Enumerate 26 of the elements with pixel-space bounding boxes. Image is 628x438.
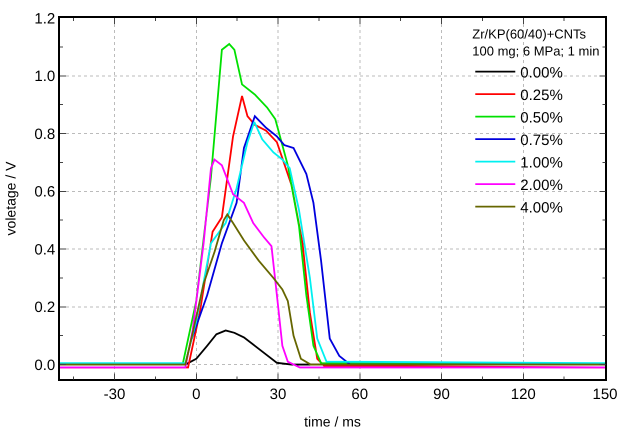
legend-label: 0.00% <box>520 64 563 82</box>
legend-label: 0.25% <box>520 87 563 104</box>
x-axis-title: time / ms <box>304 414 361 430</box>
x-tick-label: 120 <box>510 386 536 403</box>
legend-label: 2.00% <box>520 177 563 194</box>
y-axis-title: voletage / V <box>2 160 18 236</box>
x-tick-label: 150 <box>592 386 618 403</box>
legend-title: Zr/KP(60/40)+CNTs 100 mg; 6 MPa; 1 min <box>472 26 600 58</box>
y-tick-label: 0.0 <box>34 356 56 374</box>
x-tick-label: 90 <box>433 386 450 403</box>
y-tick-label: 0.6 <box>34 184 56 201</box>
legend-label: 4.00% <box>520 200 563 217</box>
line-series <box>60 213 605 366</box>
y-tick-label: 0.2 <box>34 299 56 316</box>
y-tick-label: 1.2 <box>34 10 56 28</box>
x-tick-label: 0 <box>192 386 200 403</box>
x-tick-label: 60 <box>351 386 368 403</box>
y-tick-label: 1.0 <box>34 68 56 86</box>
x-tick-label: -30 <box>104 386 126 403</box>
y-tick-label: 0.8 <box>34 126 56 143</box>
x-tick-label: 30 <box>270 386 286 403</box>
legend-label: 0.50% <box>520 110 563 127</box>
y-tick-label: 0.4 <box>34 241 56 258</box>
legend-label: 0.75% <box>520 132 563 150</box>
legend-label: 1.00% <box>520 154 563 172</box>
line-series <box>60 158 605 368</box>
